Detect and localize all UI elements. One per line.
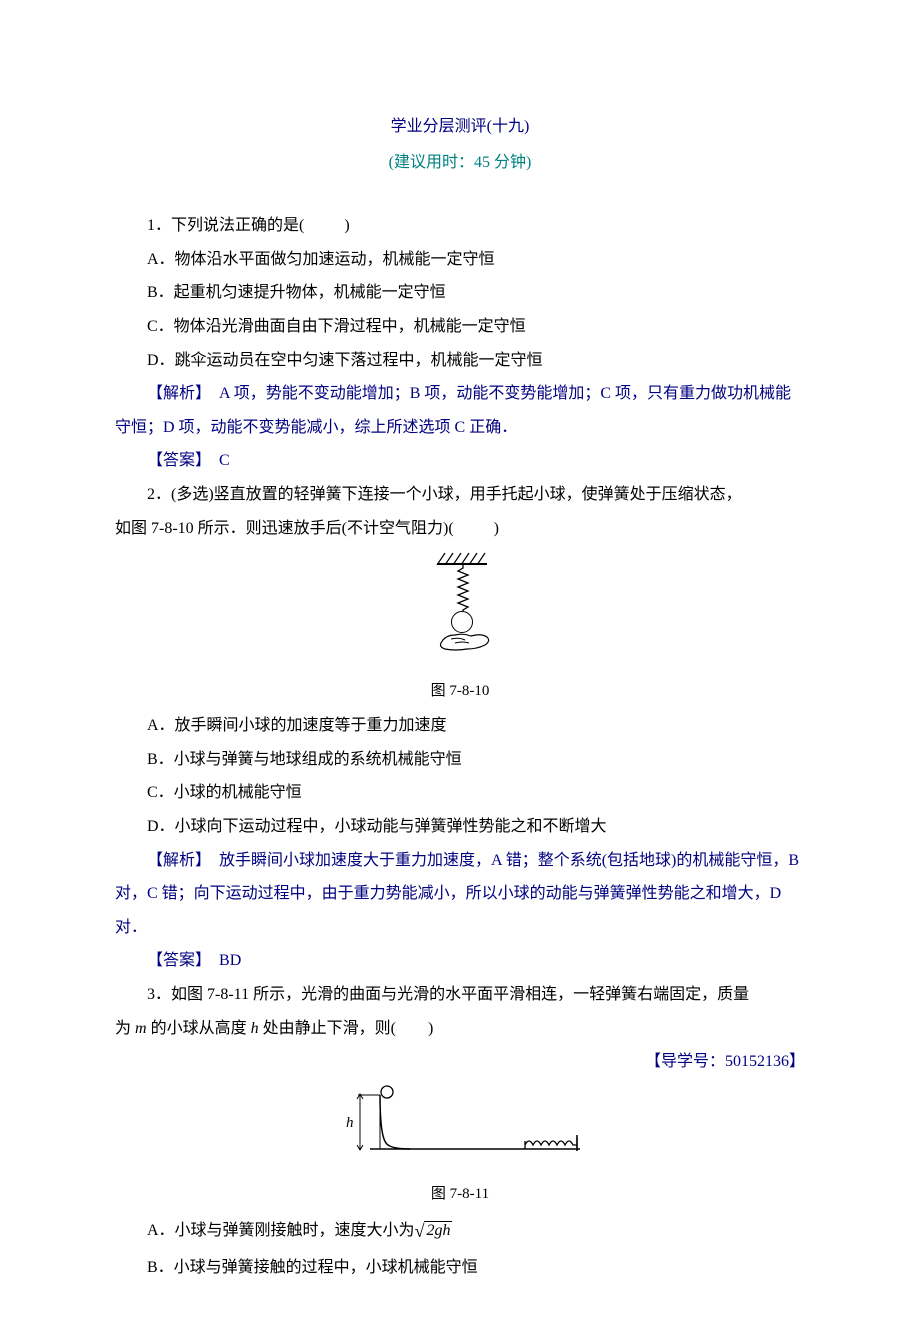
- analysis-label: 【解析】: [147, 385, 203, 402]
- q2-option-b: B．小球与弹簧与地球组成的系统机械能守恒: [115, 743, 805, 777]
- q3-option-b: B．小球与弹簧接触的过程中，小球机械能守恒: [115, 1251, 805, 1285]
- q2-stem-line2: 如图 7-8-10 所示．则迅速放手后(不计空气阻力)( ): [115, 512, 805, 546]
- q2-blank: [458, 520, 490, 537]
- answer-label: 【答案】: [147, 452, 203, 469]
- q1-option-c: C．物体沿光滑曲面自由下滑过程中，机械能一定守恒: [115, 310, 805, 344]
- guide-number: 【导学号：50152136】: [115, 1045, 805, 1079]
- hand-icon: [437, 629, 493, 657]
- fig1-caption: 图 7-8-10: [115, 676, 805, 708]
- q3-blank: [396, 1020, 428, 1037]
- fig2-container: h: [330, 1085, 590, 1165]
- q3-a-pre: A．小球与弹簧刚接触时，速度大小为: [147, 1222, 415, 1239]
- var-h: h: [251, 1020, 259, 1037]
- sqrt-content: 2gh: [424, 1221, 452, 1239]
- q3-stem-post-pre: 处由静止下滑，则(: [259, 1020, 396, 1037]
- q1-blank: [308, 217, 340, 234]
- var-m: m: [135, 1020, 147, 1037]
- q1-analysis-text: A 项，势能不变动能增加；B 项，动能不变势能增加；C 项，只有重力做功机械能守…: [115, 385, 791, 436]
- page-title: 学业分层测评(十九): [115, 110, 805, 144]
- q1-stem-pre: 1．下列说法正确的是(: [147, 217, 304, 234]
- q1-analysis: 【解析】 A 项，势能不变动能增加；B 项，动能不变势能增加；C 项，只有重力做…: [115, 377, 805, 444]
- analysis-label: 【解析】: [147, 852, 203, 869]
- q3-stem-line2: 为 m 的小球从高度 h 处由静止下滑，则( ): [115, 1012, 805, 1046]
- q3-stem-post-post: ): [428, 1020, 433, 1037]
- q1-option-a: A．物体沿水平面做匀加速运动，机械能一定守恒: [115, 243, 805, 277]
- q2-stem-line1: 2．(多选)竖直放置的轻弹簧下连接一个小球，用手托起小球，使弹簧处于压缩状态，: [115, 478, 805, 512]
- q2-option-d: D．小球向下运动过程中，小球动能与弹簧弹性势能之和不断增大: [115, 810, 805, 844]
- q2-answer: 【答案】 BD: [115, 944, 805, 978]
- fig1-container: [405, 551, 515, 661]
- q2-analysis: 【解析】 放手瞬间小球加速度大于重力加速度，A 错；整个系统(包括地球)的机械能…: [115, 844, 805, 945]
- q3-stem-mid: 的小球从高度: [147, 1020, 251, 1037]
- spring-icon: [456, 565, 470, 613]
- answer-label: 【答案】: [147, 952, 203, 969]
- figure-7-8-11: h: [115, 1085, 805, 1178]
- fig2-caption: 图 7-8-11: [115, 1179, 805, 1211]
- q3-stem-line1: 3．如图 7-8-11 所示，光滑的曲面与光滑的水平面平滑相连，一轻弹簧右端固定…: [115, 978, 805, 1012]
- q2-stem-line2-pre: 如图 7-8-10 所示．则迅速放手后(不计空气阻力)(: [115, 520, 454, 537]
- q2-analysis-text: 放手瞬间小球加速度大于重力加速度，A 错；整个系统(包括地球)的机械能守恒，B …: [115, 852, 799, 936]
- page-subtitle: (建议用时：45 分钟): [115, 146, 805, 180]
- q1-option-b: B．起重机匀速提升物体，机械能一定守恒: [115, 276, 805, 310]
- q2-option-c: C．小球的机械能守恒: [115, 776, 805, 810]
- q1-stem: 1．下列说法正确的是( ): [115, 209, 805, 243]
- q3-option-a: A．小球与弹簧刚接触时，速度大小为√2gh: [115, 1213, 805, 1251]
- q1-answer-text: C: [203, 452, 230, 469]
- q3-stem-pre: 为: [115, 1020, 135, 1037]
- sqrt-symbol-icon: √: [415, 1221, 425, 1241]
- q2-stem-line2-post: ): [494, 520, 499, 537]
- figure-7-8-10: [115, 551, 805, 674]
- fig2-svg: h: [330, 1085, 590, 1165]
- q1-stem-post: ): [344, 217, 349, 234]
- label-h: h: [346, 1115, 354, 1131]
- q2-answer-text: BD: [203, 952, 241, 969]
- q1-answer: 【答案】 C: [115, 444, 805, 478]
- q2-option-a: A．放手瞬间小球的加速度等于重力加速度: [115, 709, 805, 743]
- q1-option-d: D．跳伞运动员在空中匀速下落过程中，机械能一定守恒: [115, 344, 805, 378]
- sqrt-expr: √2gh: [415, 1222, 453, 1239]
